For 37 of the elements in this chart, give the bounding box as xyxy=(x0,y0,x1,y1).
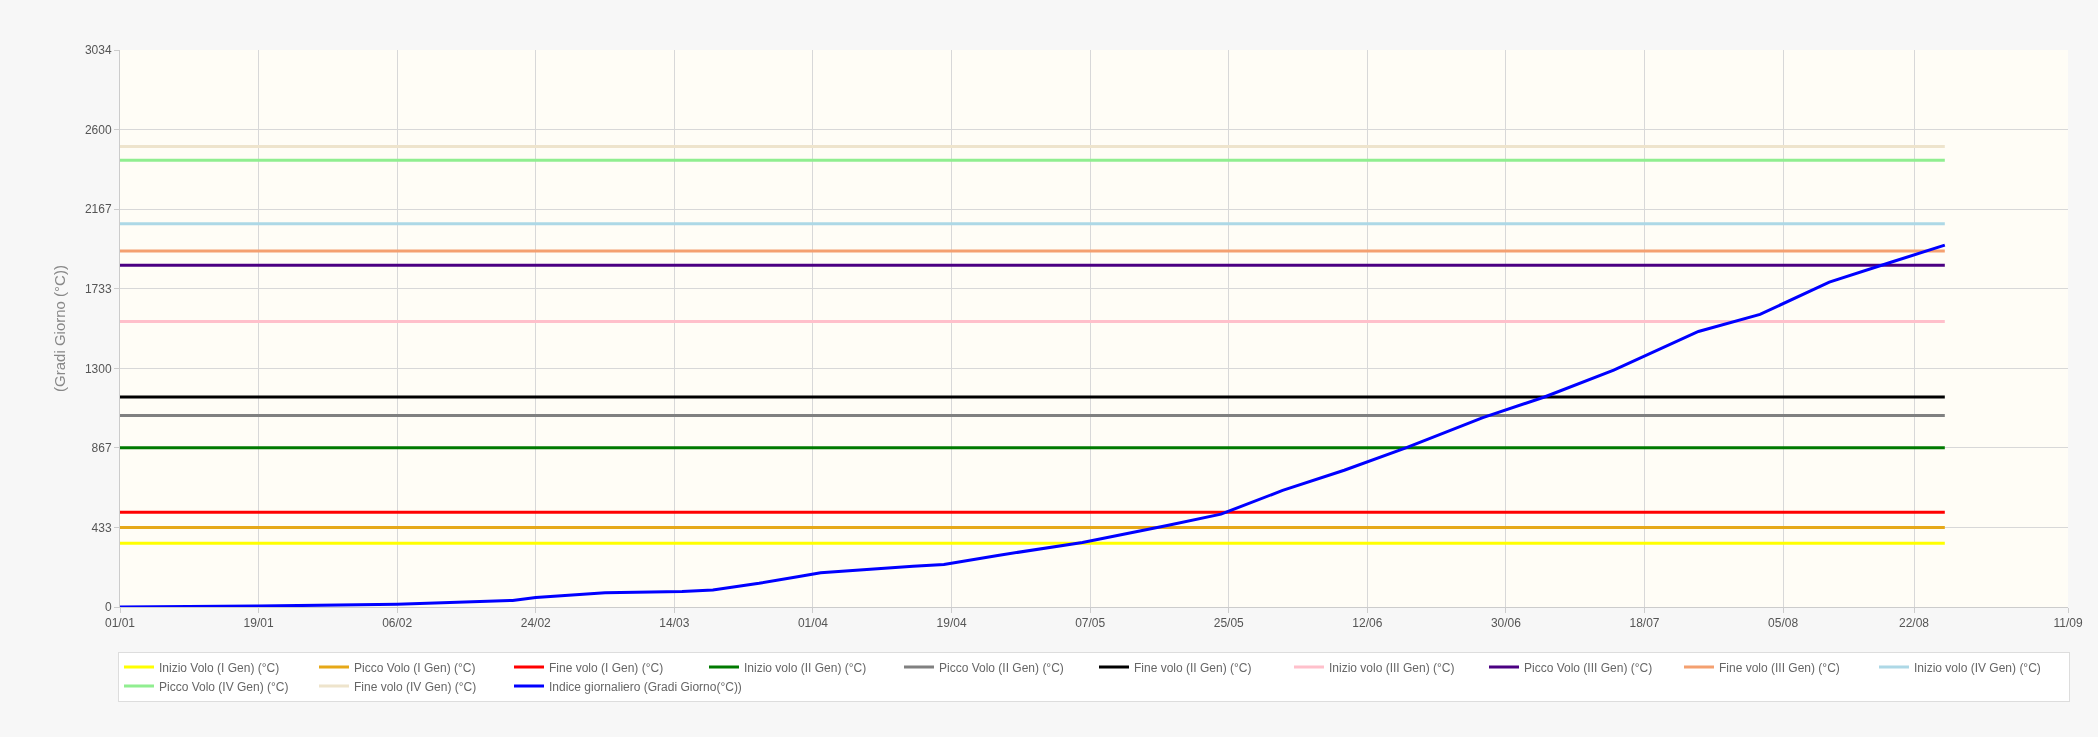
x-tick-label: 05/08 xyxy=(1768,616,1799,631)
legend-label: Picco Volo (IV Gen) (°C) xyxy=(159,679,289,694)
legend-label: Inizio volo (III Gen) (°C) xyxy=(1329,660,1455,675)
y-tick-label: 433 xyxy=(91,520,112,535)
x-tick-label: 24/02 xyxy=(520,616,552,631)
x-tick-label: 19/04 xyxy=(936,616,967,631)
y-tick-label: 1300 xyxy=(84,361,112,376)
y-tick-label: 867 xyxy=(91,441,112,456)
legend-label: Fine volo (IV Gen) (°C) xyxy=(354,679,477,694)
x-tick-label: 07/05 xyxy=(1075,616,1106,631)
x-tick-label: 11/09 xyxy=(2053,616,2083,631)
x-tick-label: 18/07 xyxy=(1629,616,1660,631)
legend-label: Fine volo (II Gen) (°C) xyxy=(1134,660,1252,675)
legend-label: Picco Volo (II Gen) (°C) xyxy=(939,660,1064,675)
legend-label: Inizio volo (II Gen) (°C) xyxy=(744,660,867,675)
y-tick-label: 2600 xyxy=(84,122,112,137)
x-tick-label: 25/05 xyxy=(1213,616,1245,631)
legend-label: Picco Volo (III Gen) (°C) xyxy=(1524,660,1653,675)
y-tick-label: 1733 xyxy=(84,282,112,297)
legend-label: Inizio Volo (I Gen) (°C) xyxy=(159,660,280,675)
y-axis-title: (Gradi Giorno (°C)) xyxy=(51,265,69,392)
x-tick-label: 12/06 xyxy=(1352,616,1383,631)
x-tick-label: 30/06 xyxy=(1490,616,1522,631)
y-tick-label: 0 xyxy=(104,600,112,615)
x-tick-label: 22/08 xyxy=(1898,616,1930,631)
legend-label: Indice giornaliero (Gradi Giorno(°C)) xyxy=(549,679,742,694)
x-tick-label: 06/02 xyxy=(382,616,413,631)
legend-label: Inizio volo (IV Gen) (°C) xyxy=(1914,660,2041,675)
x-tick-label: 14/03 xyxy=(659,616,690,631)
x-tick-label: 19/01 xyxy=(243,616,274,631)
legend-label: Fine volo (I Gen) (°C) xyxy=(549,660,664,675)
y-tick-label: 2167 xyxy=(84,202,112,217)
x-tick-label: 01/01 xyxy=(104,616,136,631)
x-tick-label: 01/04 xyxy=(797,616,829,631)
y-tick-label: 3034 xyxy=(84,43,112,58)
legend-label: Fine volo (III Gen) (°C) xyxy=(1719,660,1840,675)
legend-label: Picco Volo (I Gen) (°C) xyxy=(354,660,476,675)
